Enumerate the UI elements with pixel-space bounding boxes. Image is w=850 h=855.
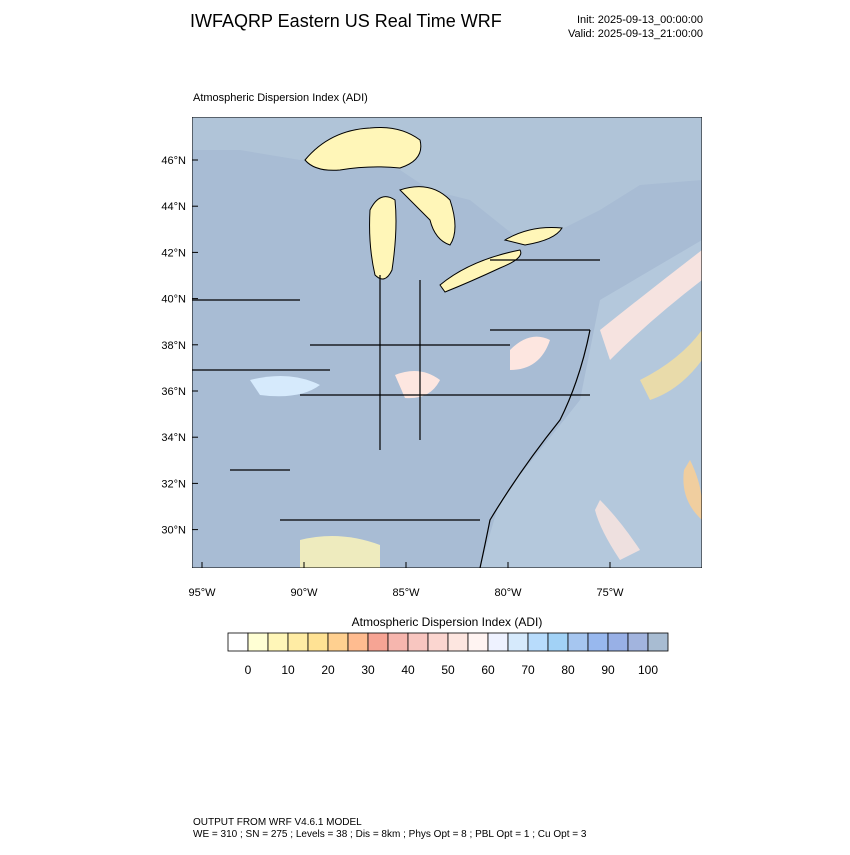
colorbar-box (567, 632, 589, 652)
colorbar-box (367, 632, 389, 652)
colorbar-box (407, 632, 429, 652)
axes: 46°N 44°N 42°N 40°N 38°N 36°N 34°N 32°N 30°N 95°W… (161, 155, 624, 599)
lon-label: 75°W (596, 587, 624, 599)
lon-label: 95°W (188, 587, 216, 599)
colorbar-box (647, 632, 669, 652)
colorbar-box (527, 632, 549, 652)
colorbar-box (387, 632, 409, 652)
lon-label: 80°W (494, 587, 522, 599)
lat-label: 30°N (161, 525, 186, 537)
colorbar-label: 70 (521, 663, 535, 677)
colorbar-box (587, 632, 609, 652)
lon-label: 90°W (290, 587, 318, 599)
lat-label: 40°N (161, 294, 186, 306)
lat-label: 42°N (161, 247, 186, 259)
footer-line: OUTPUT FROM WRF V4.6.1 MODEL (193, 817, 362, 828)
lat-label: 36°N (161, 386, 186, 398)
colorbar-label: 90 (601, 663, 615, 677)
valid-time: Valid: 2025-09-13_21:00:00 (568, 28, 703, 40)
colorbar-box (427, 632, 449, 652)
colorbar-label: 0 (245, 663, 252, 677)
lat-label: 44°N (161, 201, 186, 213)
colorbar-box (547, 632, 569, 652)
colorbar-box (447, 632, 469, 652)
colorbar-box (307, 632, 329, 652)
colorbar-title: Atmospheric Dispersion Index (ADI) (352, 615, 543, 629)
lon-label: 85°W (392, 587, 420, 599)
lat-label: 34°N (161, 432, 186, 444)
colorbar-label: 60 (481, 663, 495, 677)
colorbar-label: 20 (321, 663, 335, 677)
init-time: Init: 2025-09-13_00:00:00 (577, 14, 703, 26)
colorbar-label: 100 (638, 663, 658, 677)
colorbar-label: 30 (361, 663, 375, 677)
lat-label: 32°N (161, 478, 186, 490)
colorbar-box (347, 632, 369, 652)
map-title: Atmospheric Dispersion Index (ADI) (193, 92, 368, 104)
map (192, 117, 702, 568)
colorbar-box (507, 632, 529, 652)
colorbar-label: 50 (441, 663, 455, 677)
colorbar-box (267, 632, 289, 652)
lat-label: 38°N (161, 340, 186, 352)
colorbar-label: 80 (561, 663, 575, 677)
colorbar-label: 10 (281, 663, 295, 677)
colorbar-box (607, 632, 629, 652)
colorbar-box (627, 632, 649, 652)
colorbar-label: 40 (401, 663, 415, 677)
title: IWFAQRP Eastern US Real Time WRF (190, 11, 502, 31)
colorbar-box (487, 632, 509, 652)
colorbar-box (287, 632, 309, 652)
colorbar-box (247, 632, 269, 652)
footer-line: WE = 310 ; SN = 275 ; Levels = 38 ; Dis … (193, 829, 587, 840)
colorbar-box (327, 632, 349, 652)
colorbar: 0 10 20 30 40 50 60 70 80 90 100 (227, 632, 669, 677)
colorbar-box (467, 632, 489, 652)
colorbar-box (227, 632, 249, 652)
lat-label: 46°N (161, 155, 186, 167)
